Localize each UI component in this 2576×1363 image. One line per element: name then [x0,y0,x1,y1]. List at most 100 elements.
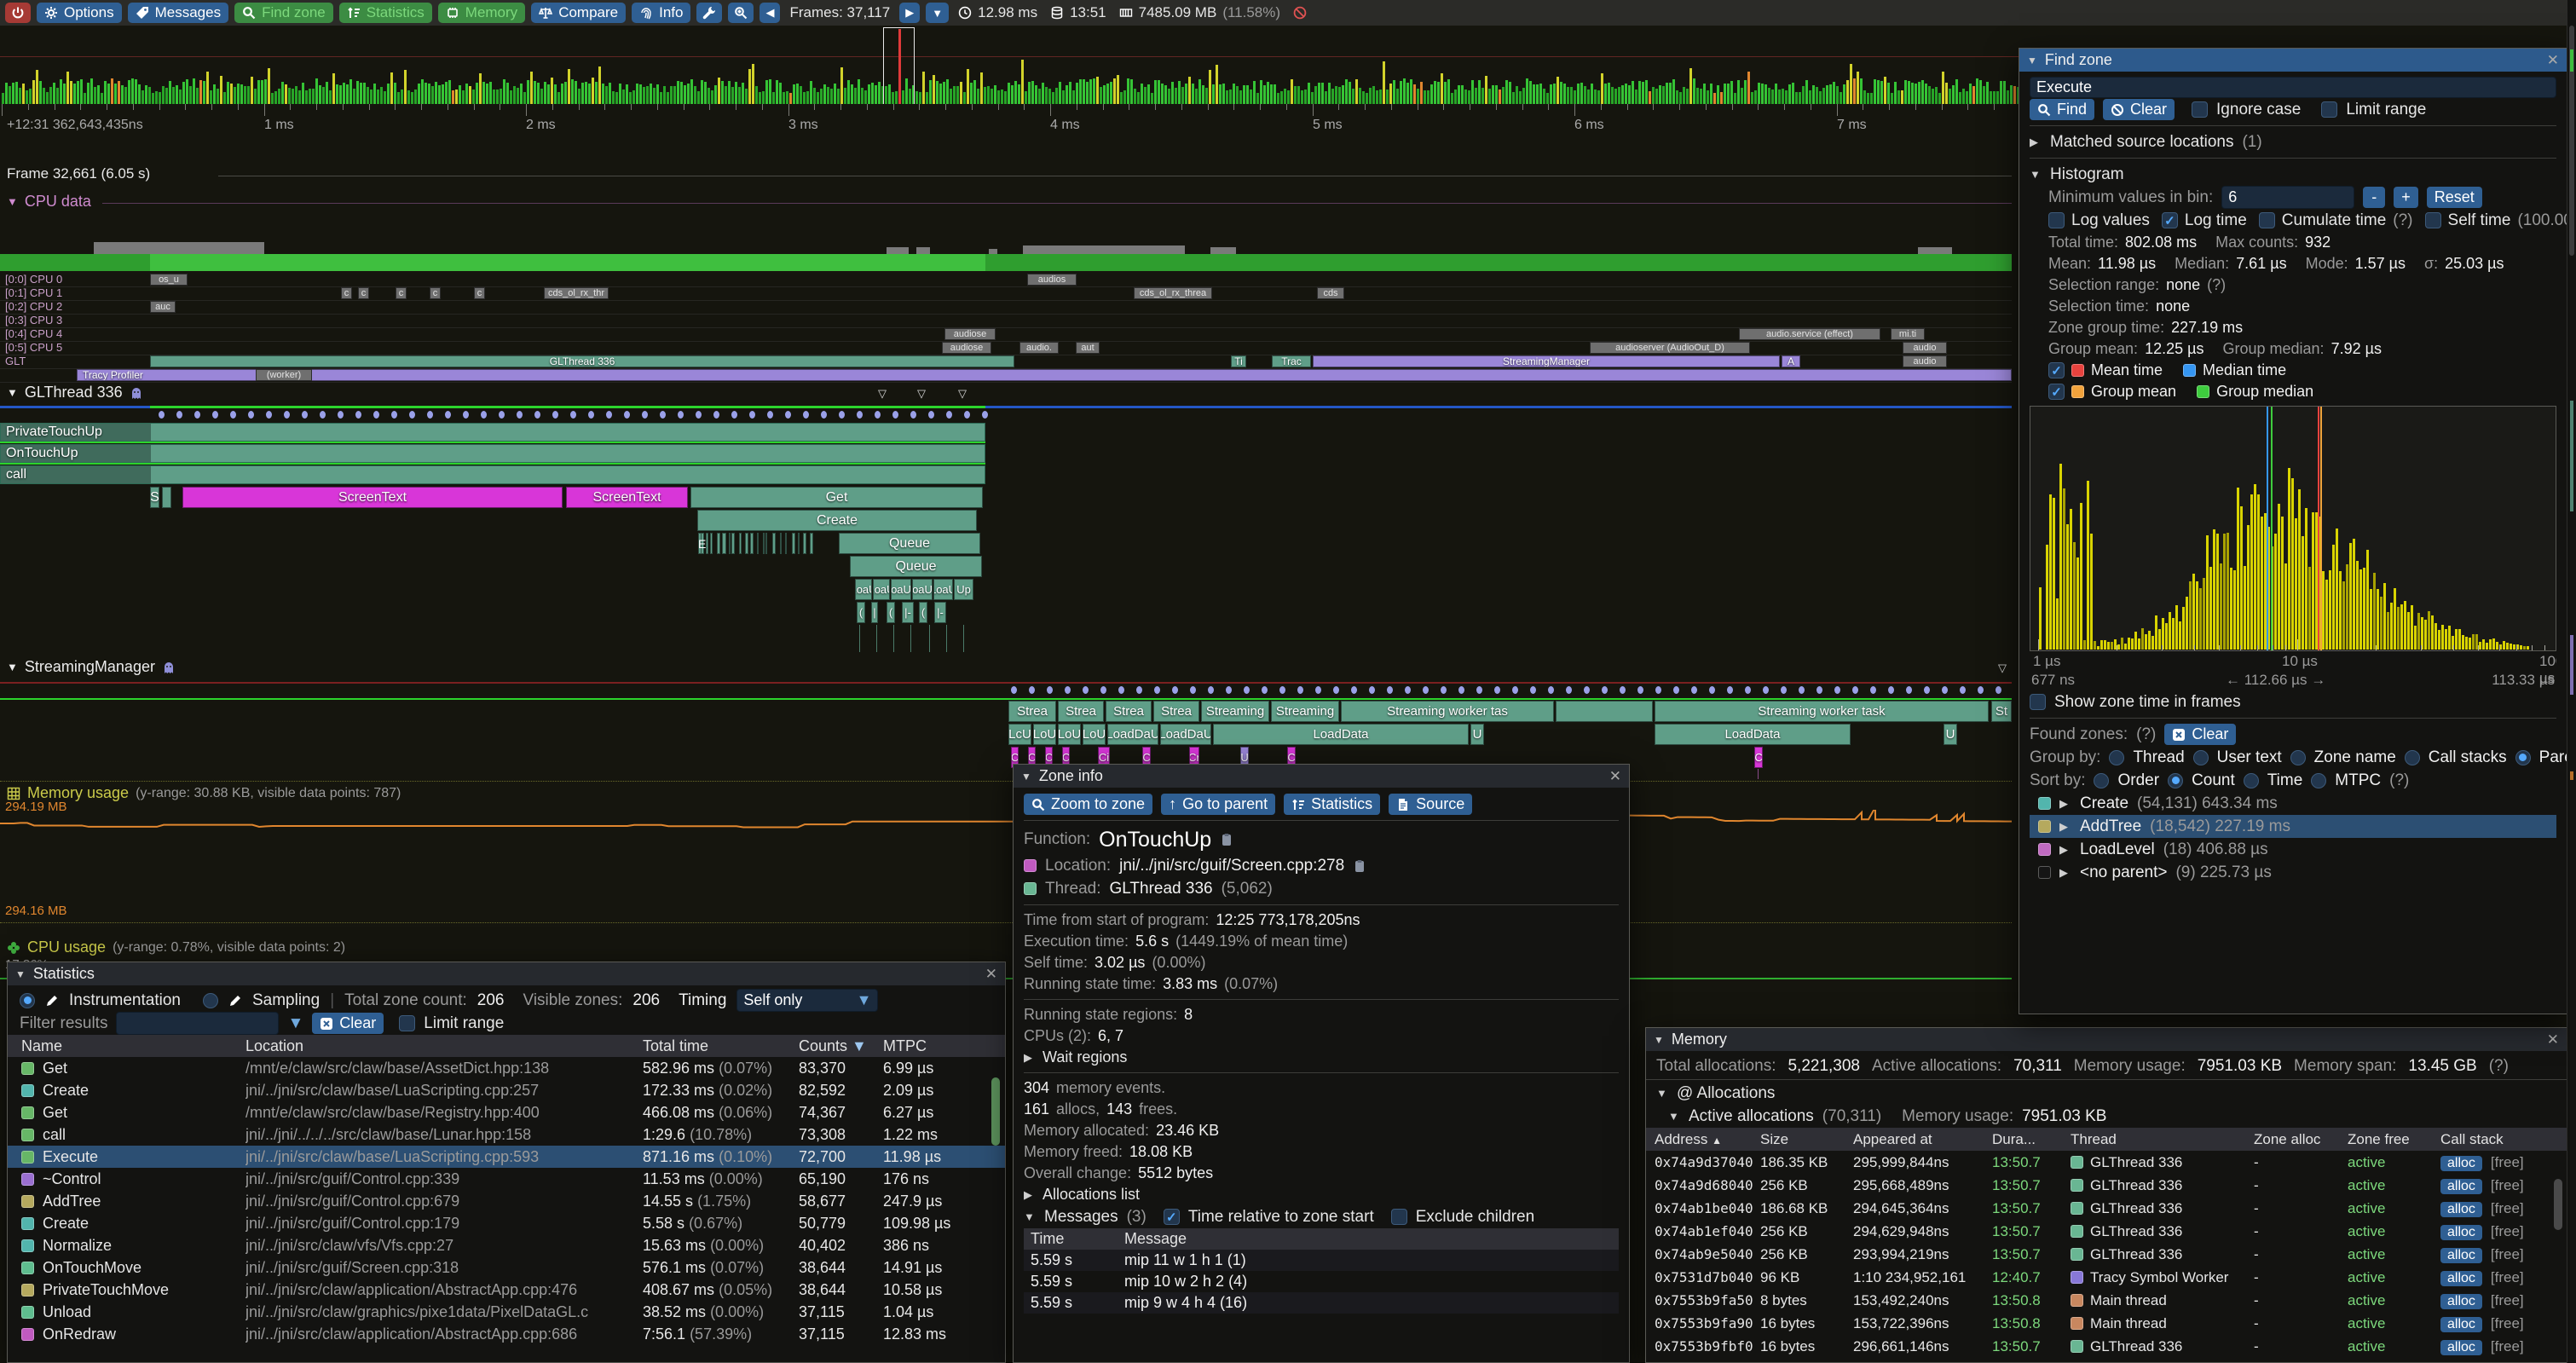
cumulate-help[interactable]: (?) [2393,211,2413,229]
limit-range-checkbox[interactable] [399,1015,416,1031]
find-zone-button[interactable]: Find zone [234,3,333,23]
zone-block[interactable]: LoaU [933,579,953,600]
collapse-icon[interactable]: ▼ [1021,770,1031,783]
options-button[interactable]: Options [37,3,122,23]
sort-by-time-radio[interactable] [2243,772,2259,788]
zone-block[interactable]: LoadDaU [1160,724,1211,745]
allocation-row[interactable]: 0x74a9d68040 256 KB 295,668,489ns 13:50.7 GL… [1655,1176,2524,1194]
cpu-zone-block[interactable]: audioserver (AudioOut_D) [1590,342,1750,354]
group-by-call-stacks-radio[interactable] [2404,749,2420,765]
zone-block[interactable]: LoU [1033,724,1056,745]
clear-filter-button[interactable]: Clear [312,1013,384,1034]
zone-block[interactable]: OnTouchUp [0,444,985,463]
zone-block[interactable]: Streaming worker task [1655,701,1989,722]
timeline-view[interactable]: Frame 32,661 (6.05 s) +12:31 362,643,435… [0,26,2576,1363]
power-button[interactable] [5,3,31,23]
find-button[interactable]: Find [2030,99,2095,120]
found-zone-group[interactable]: ▶ <no parent> (9) 225.73 µs [2030,861,2556,884]
scrollbar-thumb[interactable] [991,1077,1000,1146]
zone-block[interactable]: Strea [1058,701,1104,722]
stats-table-row[interactable]: ~Control jni/../jni/src/guif/Control.cpp:… [8,1168,1005,1190]
cpu-zone-block[interactable]: os_u [150,274,188,286]
zone-block[interactable]: Up [954,579,973,600]
group-by-zone-name-radio[interactable] [2290,749,2306,765]
alloc-callstack-button[interactable]: alloc [2440,1270,2482,1286]
cpu-core-row[interactable]: audiose audio. aut audioserver (AudioOut_D)… [0,341,2012,355]
clear-found-button[interactable]: Clear [2164,724,2237,745]
close-icon[interactable]: ✕ [985,965,997,982]
timing-select[interactable]: Self only ▼ [736,989,879,1012]
zone-block[interactable]: A [1782,355,1800,367]
matched-locations-label[interactable]: Matched source locations [2050,132,2234,151]
cpu-zone-block[interactable]: audio [1903,342,1947,354]
filter-dropdown-icon[interactable]: ▼ [287,1014,304,1032]
stats-table-header[interactable]: Name Location Total time Counts ▼ MTPC [8,1035,1005,1057]
alloc-callstack-button[interactable]: alloc [2440,1201,2482,1217]
sort-by-mtpc-radio[interactable] [2311,772,2327,788]
find-zone-titlebar[interactable]: ▼ Find zone ✕ [2019,49,2567,72]
reset-bin-button[interactable]: Reset [2426,187,2482,208]
self-time-checkbox[interactable] [2424,212,2441,228]
limit-range-checkbox[interactable] [2321,101,2338,118]
group-by-thread-radio[interactable] [2109,749,2125,765]
zone-block[interactable]: LoaUp [912,579,933,600]
cpu-core-row[interactable]: [0:3] CPU 3 [0,314,2012,328]
log-time-checkbox[interactable] [2161,212,2178,228]
instrumentation-radio[interactable] [20,992,35,1008]
streamingmanager-header[interactable]: ▼ StreamingManager [7,658,176,676]
cpu-zone-block[interactable]: mi.ti [1891,328,1925,340]
zone-block[interactable]: Streaming [1201,701,1269,722]
allocation-row[interactable]: 0x74ab9e5040 256 KB 293,994,219ns 13:50.7 GL… [1655,1245,2524,1263]
statistics-button[interactable]: Statistics [1284,794,1381,815]
cpu-zone-block[interactable]: aut [1076,342,1100,354]
right-button[interactable]: ▶ [899,3,921,23]
cpu-zone-block[interactable]: audio. [1019,342,1059,354]
statistics-titlebar[interactable]: ▼ Statistics ✕ [8,962,1005,985]
increase-bin-button[interactable]: + [2394,187,2418,208]
zone-block[interactable]: Queue [850,556,982,577]
cpu-core-row[interactable]: auc [0:2] CPU 2 [0,300,2012,315]
stats-table-row[interactable]: Get/mnt/e/claw/src/claw/base/AssetDict.h… [8,1057,1005,1079]
location-value[interactable]: jni/../jni/src/guif/Screen.cpp:278 [1119,856,1345,875]
alloc-callstack-button[interactable]: alloc [2440,1247,2482,1263]
zone-block[interactable] [1556,701,1653,722]
zone-block[interactable]: LoaUp [891,579,911,600]
stats-table-row[interactable]: Unload jni/../jni/src/claw/graphics/pixe1… [8,1301,1005,1323]
alloc-callstack-button[interactable]: alloc [2440,1224,2482,1240]
zone-block[interactable]: Create [697,510,977,531]
cpu-zone-block[interactable]: audio.service (effect) [1739,328,1880,340]
zoom-to-zone-button[interactable]: Zoom to zone [1024,794,1153,815]
legend-checkbox[interactable] [2048,362,2065,378]
zone-block[interactable]: Ti [1231,355,1246,367]
wrench-button[interactable] [696,3,723,23]
zone-block[interactable]: Streaming [1271,701,1339,722]
stats-table-row[interactable]: Create jni/../jni/src/guif/Control.cpp:17… [8,1212,1005,1234]
histogram-collapse-icon[interactable]: ▼ [2030,168,2041,181]
filter-input[interactable] [116,1012,280,1035]
zone-block[interactable]: GLThread 336 [150,355,1014,367]
zone-block[interactable]: Strea [1153,701,1199,722]
exclude-children-checkbox[interactable] [1390,1209,1407,1225]
zone-block[interactable]: S [150,487,159,508]
zone-block[interactable]: LoaU [873,579,890,600]
zone-block[interactable]: U [1470,724,1484,745]
messages-collapse-icon[interactable]: ▼ [1024,1210,1035,1223]
zone-block[interactable]: Trac [1272,355,1311,367]
go-to-parent-button[interactable]: ↑ Go to parent [1161,794,1276,815]
zone-block[interactable]: LoaU [855,579,872,600]
cpu-zone-block[interactable]: cds_ol_rx_thr [544,287,609,299]
messages-button[interactable]: Messages [127,3,229,23]
zone-block[interactable]: St [1991,701,2012,722]
active-allocations-collapse-icon[interactable]: ▼ [1668,1110,1679,1123]
cpu-zone-block[interactable]: c [341,287,352,299]
allocations-list-expander[interactable]: ▶ Allocations list [1024,1186,1141,1203]
message-row[interactable]: 5.59 s mip 9 w 4 h 4 (16) [1024,1292,1619,1314]
stats-table-row[interactable]: OnRedraw jni/../jni/src/claw/application/… [8,1323,1005,1345]
cpu-zone-block[interactable]: auc [150,301,176,313]
cpu-zone-block[interactable]: audios [1027,274,1077,286]
allocations-collapse-icon[interactable]: ▼ [1656,1087,1667,1100]
alloc-callstack-button[interactable]: alloc [2440,1339,2482,1355]
down-button[interactable]: ▼ [926,3,950,23]
memory-usage-plot-header[interactable]: Memory usage (y-range: 30.88 KB, visible … [7,784,401,802]
cpu-usage-plot-header[interactable]: CPU usage (y-range: 0.78%, visible data p… [7,939,345,956]
